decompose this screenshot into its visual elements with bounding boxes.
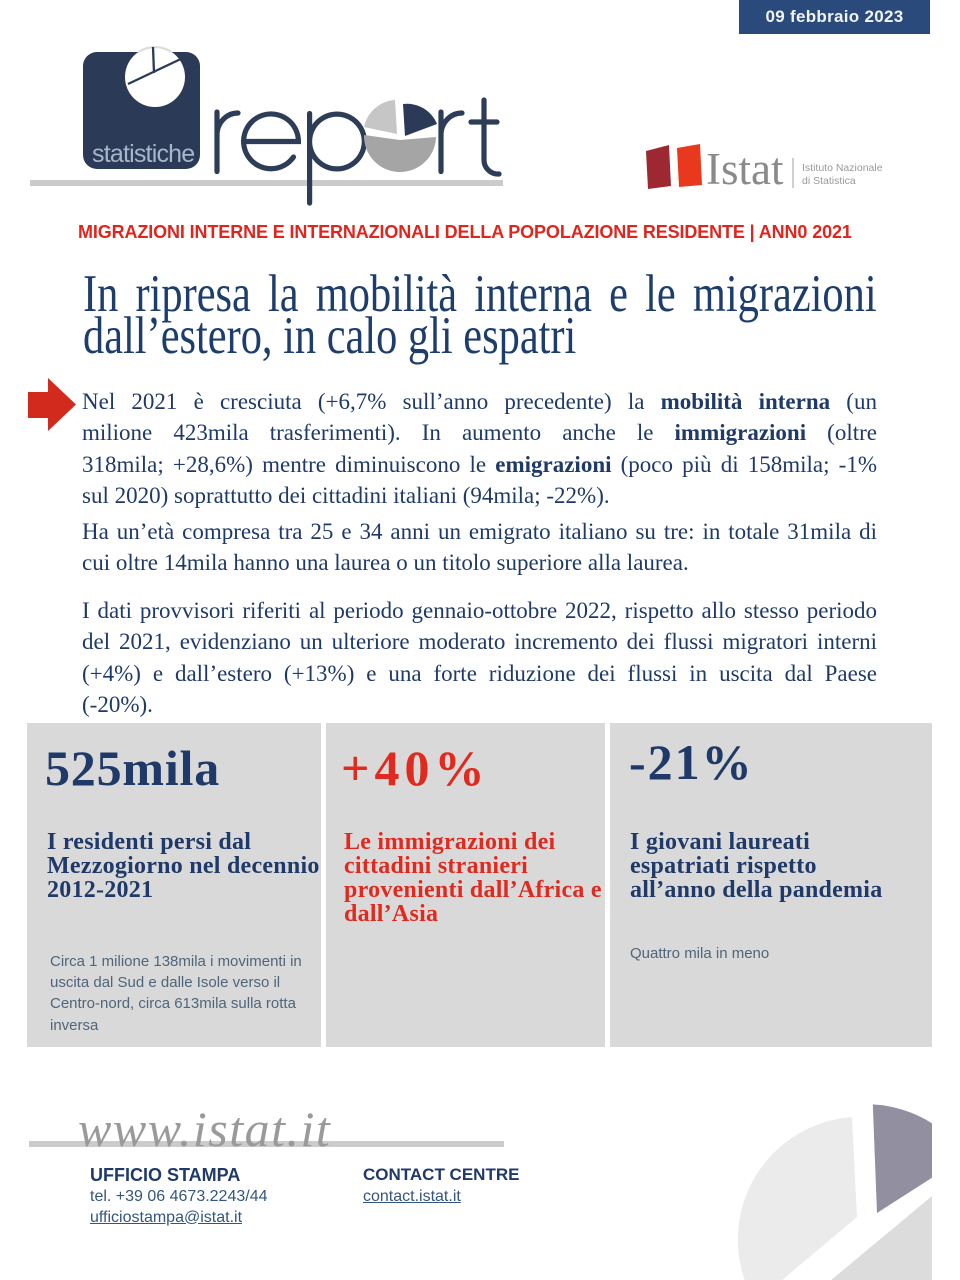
svg-text:Istituto Nazionale: Istituto Nazionale bbox=[802, 162, 883, 174]
svg-text:statistiche: statistiche bbox=[92, 140, 194, 168]
svg-text:Istat: Istat bbox=[706, 144, 784, 194]
svg-text:di Statistica: di Statistica bbox=[802, 175, 856, 187]
